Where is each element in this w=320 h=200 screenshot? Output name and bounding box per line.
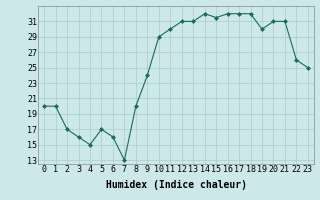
X-axis label: Humidex (Indice chaleur): Humidex (Indice chaleur): [106, 180, 246, 190]
